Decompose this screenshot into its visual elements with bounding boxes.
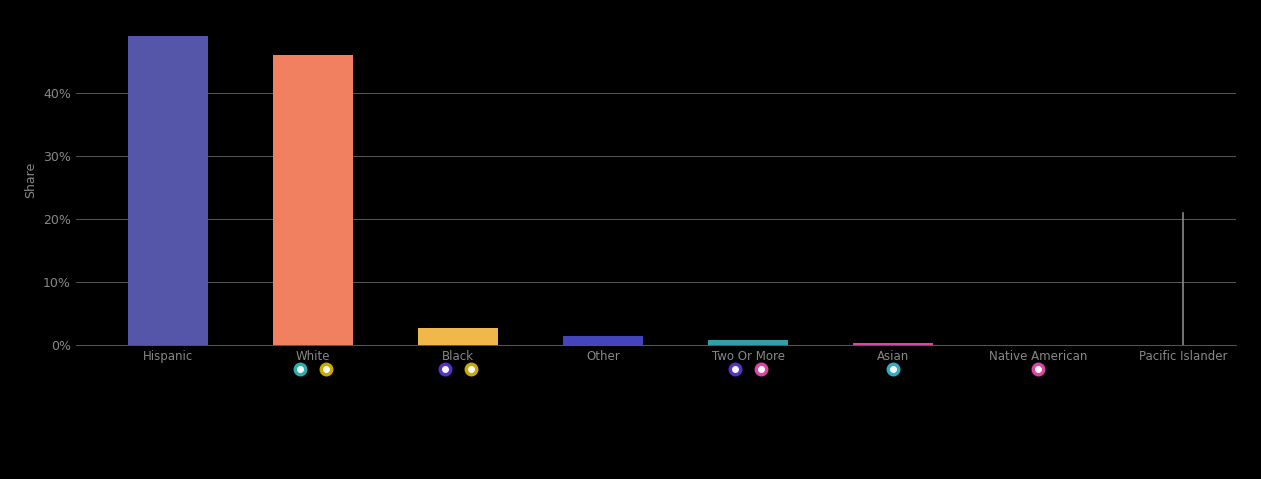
Bar	[129, 36, 208, 345]
Bar	[274, 55, 353, 345]
Bar	[709, 340, 788, 345]
Bar	[854, 343, 933, 345]
Y-axis label: Share: Share	[24, 161, 38, 198]
Bar	[564, 336, 643, 345]
Bar	[419, 328, 498, 345]
